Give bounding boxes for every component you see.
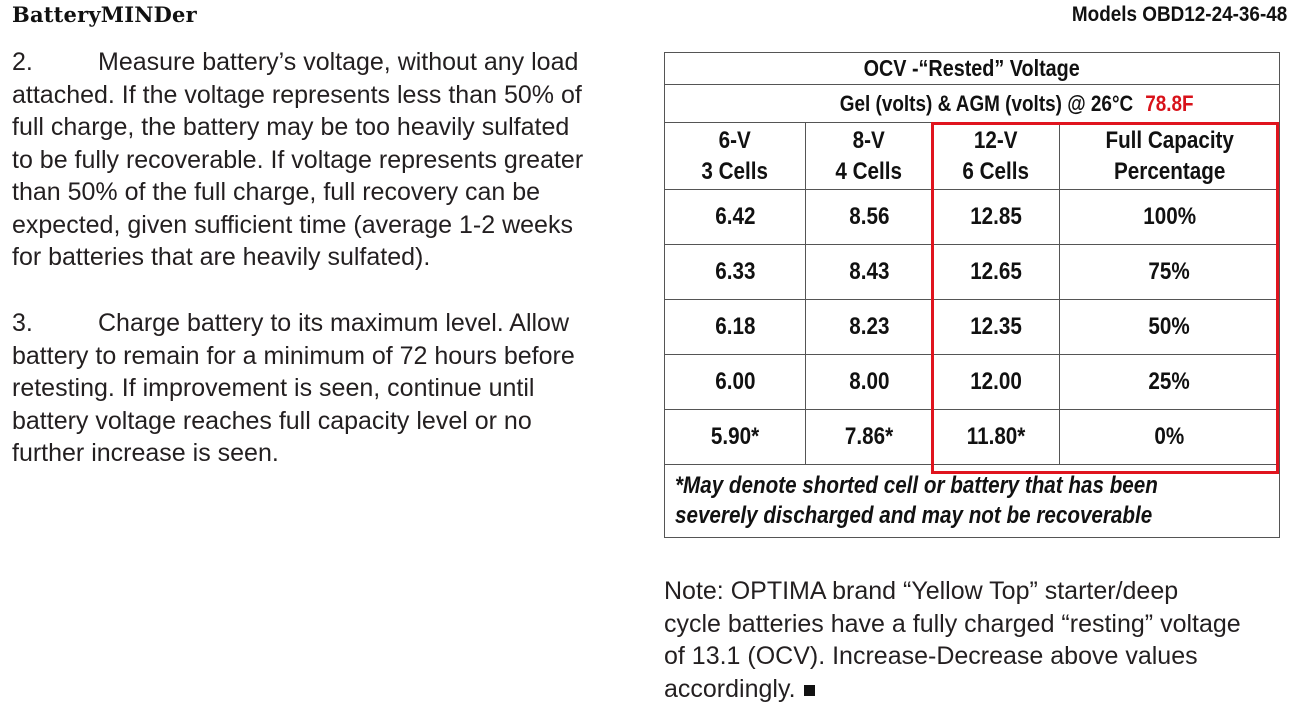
- ocv-voltage-table: OCV -“Rested” Voltage Gel (volts) & AGM …: [663, 52, 1281, 538]
- temperature-fahrenheit-note: 78.8F: [1145, 90, 1194, 116]
- step-3-text: Charge battery to its maximum level. All…: [12, 309, 575, 467]
- table-cell: 11.80*: [932, 409, 1060, 465]
- table-cell: 5.90*: [664, 409, 806, 465]
- step-2-number: 2.: [12, 48, 33, 76]
- step-3-paragraph: 3. Charge battery to its maximum level. A…: [12, 307, 632, 470]
- table-subtitle-text: Gel (volts) & AGM (volts) @ 26°C: [840, 90, 1134, 116]
- table-header-row: 6-V 3 Cells 8-V 4 Cells 12-V 6 Cells Full C…: [664, 122, 1281, 190]
- table-cell: 50%: [1058, 299, 1281, 355]
- table-cell: 7.86*: [805, 409, 933, 465]
- table-row: 6.33 8.43 12.65 75%: [664, 244, 1281, 300]
- table-row: 6.00 8.00 12.00 25%: [664, 354, 1281, 410]
- column-header: Full Capacity Percentage: [1058, 122, 1281, 190]
- table-cell: 8.43: [805, 244, 933, 300]
- table-subtitle: Gel (volts) & AGM (volts) @ 26°C 78.8F: [663, 84, 1281, 123]
- table-cell: 12.35: [932, 299, 1060, 355]
- table-cell: 12.85: [932, 189, 1060, 245]
- column-header: 6-V 3 Cells: [664, 122, 806, 190]
- table-row: 6.18 8.23 12.35 50%: [664, 299, 1281, 355]
- table-row: 6.42 8.56 12.85 100%: [664, 189, 1281, 245]
- table-cell: 100%: [1058, 189, 1281, 245]
- table-cell: 8.00: [805, 354, 933, 410]
- optima-note: Note: OPTIMA brand “Yellow Top” starter/…: [664, 575, 1284, 705]
- step-2-paragraph: 2. Measure battery’s voltage, without any…: [12, 46, 632, 274]
- table-title: OCV -“Rested” Voltage: [663, 52, 1281, 85]
- column-header: 8-V 4 Cells: [805, 122, 933, 190]
- table-cell: 6.18: [664, 299, 806, 355]
- optima-note-text: Note: OPTIMA brand “Yellow Top” starter/…: [664, 577, 1241, 703]
- table-cell: 12.65: [932, 244, 1060, 300]
- table-cell: 8.23: [805, 299, 933, 355]
- table-cell: 6.33: [664, 244, 806, 300]
- table-cell: 25%: [1058, 354, 1281, 410]
- table-cell: 75%: [1058, 244, 1281, 300]
- table-cell: 0%: [1058, 409, 1281, 465]
- table-cell: 12.00: [932, 354, 1060, 410]
- step-2-text: Measure battery’s voltage, without any l…: [12, 48, 584, 271]
- table-row: 5.90* 7.86* 11.80* 0%: [664, 409, 1281, 465]
- brand-logo: BatteryMINDer: [12, 2, 197, 27]
- table-cell: 6.42: [664, 189, 806, 245]
- table-footnote: *May denote shorted cell or battery that…: [663, 464, 1281, 538]
- table-cell: 8.56: [805, 189, 933, 245]
- table-cell: 6.00: [664, 354, 806, 410]
- end-square-icon: [803, 684, 815, 696]
- models-label: Models OBD12-24-36-48: [1071, 3, 1287, 26]
- column-header: 12-V 6 Cells: [932, 122, 1060, 190]
- step-3-number: 3.: [12, 309, 33, 337]
